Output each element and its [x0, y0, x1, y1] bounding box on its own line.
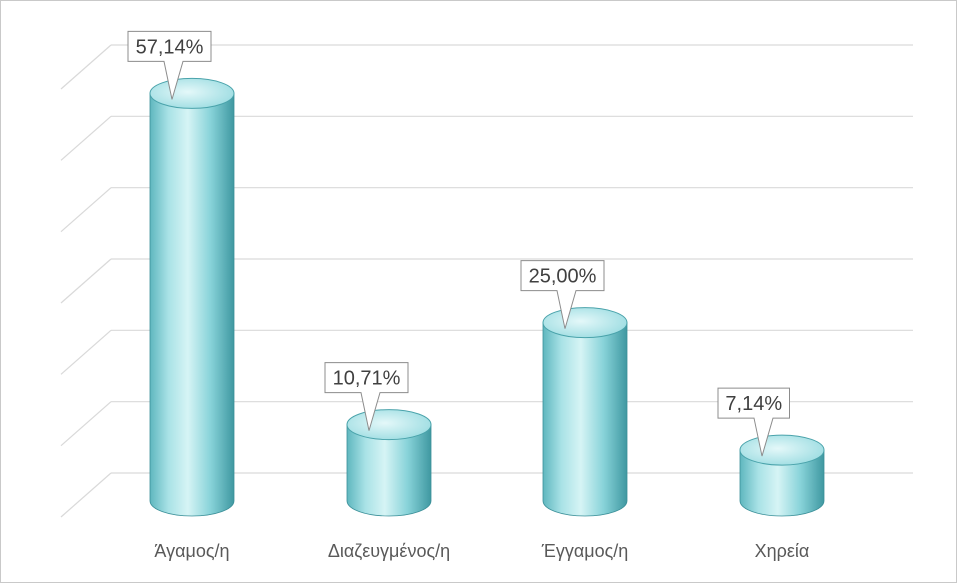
bar-body — [739, 449, 825, 517]
bar — [542, 307, 628, 517]
bar — [149, 77, 235, 517]
data-label-box — [717, 387, 790, 457]
data-label: 7,14% — [717, 387, 790, 457]
bar-top — [739, 434, 825, 466]
data-label-text: 57,14% — [136, 36, 204, 58]
category-label: Διαζευγμένος/η — [328, 541, 450, 561]
data-label-box — [520, 260, 605, 329]
bar-body — [542, 322, 628, 517]
bar-top — [346, 409, 432, 441]
data-label-layer: 57,14% 10,71% 25,00% 7,14% — [127, 30, 790, 457]
data-label: 10,71% — [324, 362, 409, 431]
data-label-text: 7,14% — [725, 393, 782, 415]
gridline-diagonal — [60, 187, 112, 233]
grid-layer — [60, 44, 913, 518]
data-label-box — [127, 30, 212, 100]
bar-top — [542, 307, 628, 339]
data-label-text: 25,00% — [529, 266, 597, 288]
bar-body — [149, 93, 235, 517]
bar — [346, 409, 432, 517]
category-label: Έγγαμος/η — [541, 541, 629, 561]
data-label: 57,14% — [127, 30, 212, 100]
bar — [739, 434, 825, 517]
category-label: Άγαμος/η — [154, 541, 229, 561]
bar-body — [346, 424, 432, 517]
gridline-diagonal — [60, 115, 112, 161]
data-label: 25,00% — [520, 260, 605, 329]
gridline-diagonal — [60, 329, 112, 375]
category-label: Χηρεία — [755, 541, 810, 561]
bar-layer — [149, 77, 825, 517]
bar-top — [149, 77, 235, 109]
gridline-diagonal — [60, 44, 112, 90]
gridline-diagonal — [60, 401, 112, 447]
category-label-layer: Άγαμος/η Διαζευγμένος/η Έγγαμος/η Χηρεία — [154, 541, 809, 561]
gridline-diagonal — [60, 258, 112, 304]
data-label-box — [324, 362, 409, 431]
data-label-text: 10,71% — [333, 368, 401, 390]
gridline-diagonal — [60, 472, 112, 518]
